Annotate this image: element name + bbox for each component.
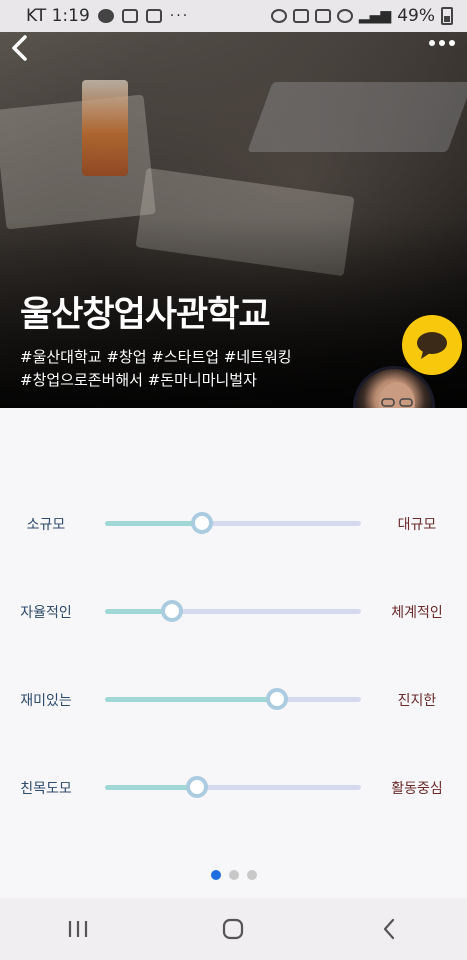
alarm-icon [270,9,287,23]
slider-thumb[interactable] [160,600,183,622]
page-indicator [0,870,467,880]
hero-glass-shape [82,80,128,176]
slider-thumb[interactable] [186,776,209,798]
wifi-icon [336,9,353,23]
slider-track[interactable] [105,688,361,710]
slider-right-label: 대규모 [397,517,437,533]
preference-panel: 소규모 대규모 자율적인 체계적인 재미있는 진지한 친목도모 활동중심 [0,408,467,898]
slider-right-label: 진지한 [397,693,437,709]
slider-focus[interactable]: 친목도모 활동중심 [0,772,467,802]
page-title: 울산창업사관학교 [20,295,271,335]
back-nav-button[interactable] [359,909,419,949]
chat-bubble-icon [417,332,447,359]
system-nav-bar [0,898,467,960]
slider-thumb[interactable] [191,512,214,534]
hashtags-line-1: #울산대학교 #창업 #스타트업 #네트워킹 [20,348,292,366]
page-dot[interactable] [228,870,239,880]
hd-icon [314,9,331,23]
slider-left-label: 자율적인 [20,605,72,621]
mail-notification-icon [145,9,162,23]
battery-percent: 49% [397,6,435,26]
slider-right-label: 체계적인 [391,605,443,621]
status-bar: KT 1:19 ··· ▂▄▆ 49% [0,0,467,32]
carrier-time: KT 1:19 [26,6,90,26]
home-button[interactable] [203,909,263,949]
back-button[interactable] [8,34,38,64]
recent-apps-icon [68,921,87,937]
gallery-notification-icon [121,9,138,23]
hashtags: #울산대학교 #창업 #스타트업 #네트워킹 #창업으로존버해서 #돈마니마니벌… [20,346,360,392]
mute-icon [292,9,309,23]
home-icon [223,918,244,940]
slider-fill [105,785,198,790]
back-icon [384,918,395,940]
talk-notification-icon [97,9,114,23]
more-button[interactable] [429,34,455,52]
slider-thumb[interactable] [265,688,288,710]
chat-button[interactable] [402,315,462,375]
more-notifications-icon: ··· [169,8,190,24]
more-dot [429,40,435,46]
more-dot [439,40,445,46]
slider-left-label: 소규모 [26,517,66,533]
recent-apps-button[interactable] [48,909,108,949]
slider-structure[interactable]: 자율적인 체계적인 [0,596,467,626]
slider-track[interactable] [105,600,361,622]
slider-track[interactable] [105,512,361,534]
slider-size[interactable]: 소규모 대규모 [0,508,467,538]
page-dot[interactable] [210,870,221,880]
slider-fill [105,609,172,614]
hero-laptop-shape [247,82,467,152]
slider-fill [105,521,203,526]
slider-track[interactable] [105,776,361,798]
more-dot [449,40,455,46]
slider-mood[interactable]: 재미있는 진지한 [0,684,467,714]
battery-icon [441,7,453,25]
page-dot[interactable] [246,870,257,880]
chevron-left-icon [12,35,27,61]
signal-icon: ▂▄▆ [358,8,392,24]
hero-paper-shape [0,94,156,230]
slider-fill [105,697,277,702]
hashtags-line-2: #창업으로존버해서 #돈마니마니벌자 [20,371,257,389]
slider-left-label: 재미있는 [20,693,72,709]
slider-right-label: 활동중심 [391,781,443,797]
slider-left-label: 친목도모 [20,781,72,797]
hero-image [0,32,467,408]
